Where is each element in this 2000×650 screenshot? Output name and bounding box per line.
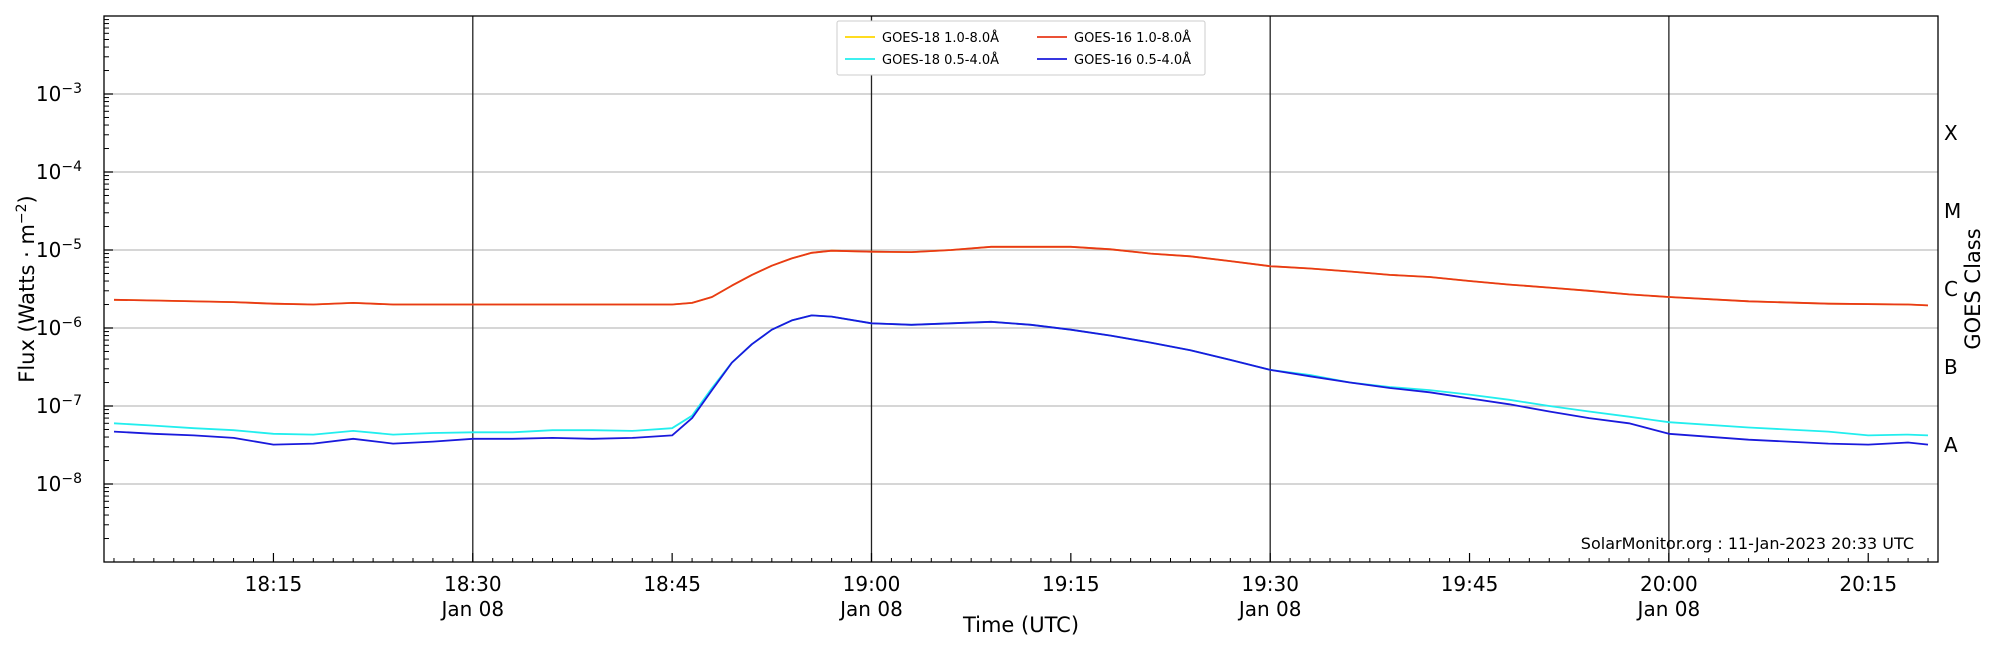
x-tick-time-1: 18:30	[444, 572, 502, 596]
y-tick-base-3: 10	[36, 238, 61, 262]
legend-label-3: GOES-16 0.5-4.0Å	[1074, 52, 1191, 68]
y-axis-title-base: Flux (Watts · m	[15, 224, 39, 383]
x-tick-time-0: 18:15	[245, 572, 303, 596]
y-tick-label-5: 10−3	[36, 81, 82, 106]
x-tick-time-2: 18:45	[643, 572, 701, 596]
x-tick-time-6: 19:45	[1441, 572, 1499, 596]
goes-class-label-a: A	[1944, 433, 1958, 457]
goes-class-axis-title: GOES Class	[1961, 228, 1985, 349]
goes-class-label-c: C	[1944, 277, 1958, 301]
series-line-2	[113, 245, 1929, 307]
x-tick-time-5: 19:30	[1241, 572, 1299, 596]
y-tick-exponent-4: −4	[61, 159, 82, 175]
y-tick-base-2: 10	[36, 316, 61, 340]
y-tick-label-1: 10−7	[36, 393, 82, 418]
y-axis-title-exponent: −2	[14, 203, 30, 224]
y-tick-label-4: 10−4	[36, 159, 82, 184]
legend-label-0: GOES-18 1.0-8.0Å	[882, 30, 999, 46]
y-tick-label-0: 10−8	[36, 471, 82, 496]
x-tick-date-3: Jan 08	[838, 597, 903, 621]
goes-class-label-m: M	[1944, 199, 1961, 223]
x-tick-date-5: Jan 08	[1237, 597, 1302, 621]
x-axis-title: Time (UTC)	[962, 613, 1079, 637]
x-tick-time-3: 19:00	[843, 572, 901, 596]
y-axis-ticks: 10−810−710−610−510−410−3	[36, 19, 113, 540]
plot-frame	[103, 15, 1939, 563]
y-tick-exponent-2: −6	[61, 315, 82, 331]
y-tick-exponent-0: −8	[61, 471, 82, 487]
goes-class-label-b: B	[1944, 355, 1958, 379]
goes-class-labels: A B C M X	[1944, 121, 1961, 457]
y-tick-exponent-3: −5	[61, 237, 82, 253]
x-tick-time-8: 20:15	[1839, 572, 1897, 596]
legend-label-1: GOES-18 0.5-4.0Å	[882, 52, 999, 68]
date-boundary-lines	[472, 16, 1670, 562]
y-axis-title-close: )	[15, 195, 39, 203]
x-tick-date-1: Jan 08	[439, 597, 504, 621]
x-tick-time-4: 19:15	[1042, 572, 1100, 596]
y-tick-base-5: 10	[36, 82, 61, 106]
y-tick-exponent-5: −3	[61, 81, 82, 97]
y-tick-label-3: 10−5	[36, 237, 82, 262]
grid-lines	[104, 93, 1938, 485]
legend-label-2: GOES-16 1.0-8.0Å	[1074, 30, 1191, 46]
y-tick-label-2: 10−6	[36, 315, 82, 340]
y-tick-base-4: 10	[36, 160, 61, 184]
legend: GOES-18 1.0-8.0Å GOES-18 0.5-4.0Å GOES-16 …	[836, 20, 1206, 76]
legend-box	[836, 20, 1206, 76]
goes-class-label-x: X	[1944, 121, 1958, 145]
series-line-3	[113, 314, 1929, 446]
data-series	[113, 245, 1929, 446]
x-tick-time-7: 20:00	[1640, 572, 1698, 596]
x-tick-date-7: Jan 08	[1636, 597, 1701, 621]
y-tick-base-1: 10	[36, 394, 61, 418]
y-tick-base-0: 10	[36, 472, 61, 496]
y-axis-title: Flux (Watts · m−2)	[14, 195, 39, 383]
y-tick-exponent-1: −7	[61, 393, 82, 409]
credit-text: SolarMonitor.org : 11-Jan-2023 20:33 UTC	[1581, 534, 1914, 553]
